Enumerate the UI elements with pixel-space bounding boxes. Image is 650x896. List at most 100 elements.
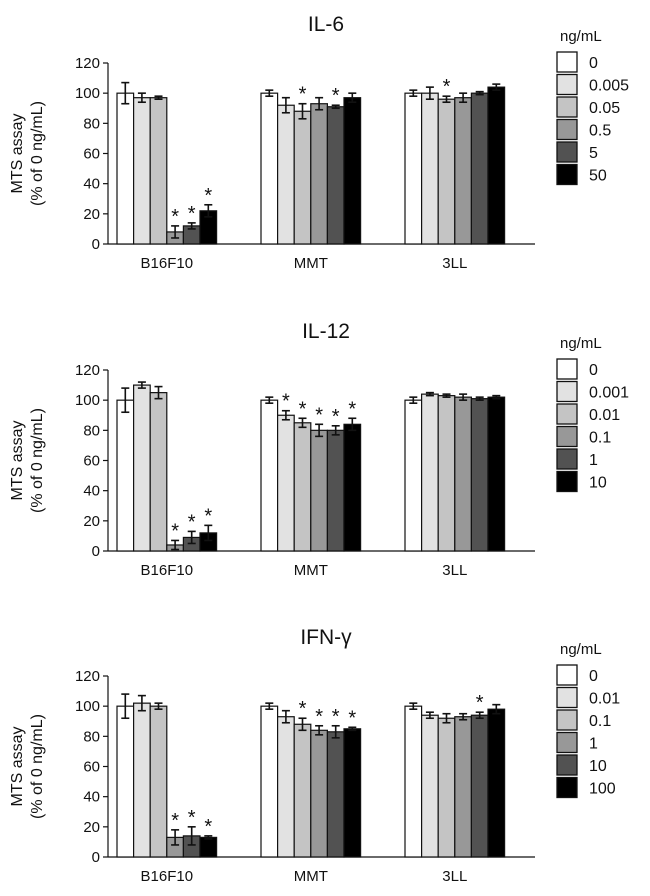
bar (149, 97, 168, 245)
legend-label: 0.001 (589, 385, 629, 402)
bar (487, 396, 506, 552)
legend-label: 0 (589, 55, 598, 72)
y-tick-label: 100 (75, 85, 100, 102)
legend-swatch (556, 51, 578, 73)
legend-swatch (556, 425, 578, 448)
y-tick-label: 80 (83, 728, 100, 745)
bar (404, 705, 423, 858)
y-tick-label: 80 (83, 115, 100, 132)
legend-swatch (556, 141, 578, 163)
bar (326, 106, 345, 245)
y-tick-label: 0 (92, 236, 100, 253)
legend-swatch (556, 776, 578, 799)
legend: ng/mL 0 0.01 0.1 1 10 100 (556, 641, 620, 799)
legend-label: 1 (589, 736, 598, 753)
legend-swatch (556, 686, 578, 709)
y-tick-label: 80 (83, 422, 100, 439)
bar (421, 393, 439, 552)
y-tick-label: 120 (75, 55, 100, 72)
bar (260, 92, 279, 245)
chart-panel-1: IL-6 MTS assay (% of 0 ng/mL) 0 20 40 60 80 100 1… (9, 13, 629, 272)
significance-asterisk: * (476, 692, 484, 714)
significance-asterisk: * (188, 203, 196, 225)
legend: ng/mL 0 0.005 0.05 0.5 5 50 (556, 28, 629, 186)
bar (277, 414, 295, 552)
bar (343, 423, 362, 552)
bar (454, 97, 472, 245)
y-axis-label-line2: (% of 0 ng/mL) (29, 408, 46, 513)
legend-swatch (556, 470, 578, 493)
bar (454, 716, 472, 858)
significance-asterisk: * (171, 810, 179, 832)
legend-label: 0.05 (589, 100, 620, 117)
legend-swatch (556, 709, 578, 731)
bar (470, 714, 489, 858)
significance-asterisk: * (282, 391, 290, 413)
legend-swatch (556, 448, 578, 470)
x-category-label: B16F10 (141, 868, 194, 885)
y-axis-label-line1: MTS assay (9, 420, 26, 500)
bar (310, 103, 328, 245)
legend-label: 0.1 (589, 430, 611, 447)
legend-swatch (556, 73, 578, 96)
legend-swatch (556, 163, 578, 186)
significance-asterisk: * (299, 698, 307, 720)
x-category-label: MMT (294, 562, 328, 579)
bar (421, 714, 439, 858)
y-axis-label-line2: (% of 0 ng/mL) (29, 101, 46, 206)
bar (487, 708, 506, 858)
significance-asterisk: * (332, 85, 340, 107)
significance-asterisk: * (332, 406, 340, 428)
bar (199, 836, 218, 858)
y-axis-label-line1: MTS assay (9, 726, 26, 806)
bar (437, 98, 456, 245)
significance-asterisk: * (315, 706, 323, 728)
x-category-label: MMT (294, 255, 328, 272)
y-tick-label: 20 (83, 819, 100, 836)
legend-swatch (556, 731, 578, 754)
x-category-label: 3LL (442, 562, 467, 579)
x-category-label: MMT (294, 868, 328, 885)
legend-title: ng/mL (560, 335, 602, 352)
y-tick-label: 100 (75, 392, 100, 409)
significance-asterisk: * (171, 206, 179, 228)
x-category-label: B16F10 (141, 562, 194, 579)
legend-swatch (556, 403, 578, 425)
legend-swatch (556, 118, 578, 141)
y-tick-label: 60 (83, 759, 100, 776)
bar (437, 395, 456, 552)
bar (149, 392, 168, 552)
bar (149, 705, 168, 858)
legend-swatch (556, 96, 578, 118)
y-tick-label: 0 (92, 543, 100, 560)
bar (404, 399, 423, 552)
legend-label: 1 (589, 452, 598, 469)
y-tick-label: 20 (83, 206, 100, 223)
significance-asterisk: * (332, 706, 340, 728)
chart-title: IL-6 (308, 13, 344, 36)
legend-title: ng/mL (560, 641, 602, 658)
bar (260, 705, 279, 858)
legend: ng/mL 0 0.001 0.01 0.1 1 10 (556, 335, 629, 493)
bar (293, 422, 312, 552)
y-tick-label: 60 (83, 453, 100, 470)
significance-asterisk: * (299, 84, 307, 106)
bar (277, 104, 295, 245)
bar (343, 97, 362, 245)
y-tick-label: 40 (83, 176, 100, 193)
x-category-label: B16F10 (141, 255, 194, 272)
legend-swatch (556, 664, 578, 686)
significance-asterisk: * (315, 404, 323, 426)
legend-swatch (556, 754, 578, 776)
bar (116, 705, 135, 858)
legend-label: 0.01 (589, 691, 620, 708)
bar (343, 728, 362, 858)
bar (454, 396, 472, 552)
bar (404, 92, 423, 245)
bar (437, 717, 456, 858)
bar (133, 702, 151, 858)
y-tick-label: 60 (83, 146, 100, 163)
significance-asterisk: * (204, 505, 212, 527)
